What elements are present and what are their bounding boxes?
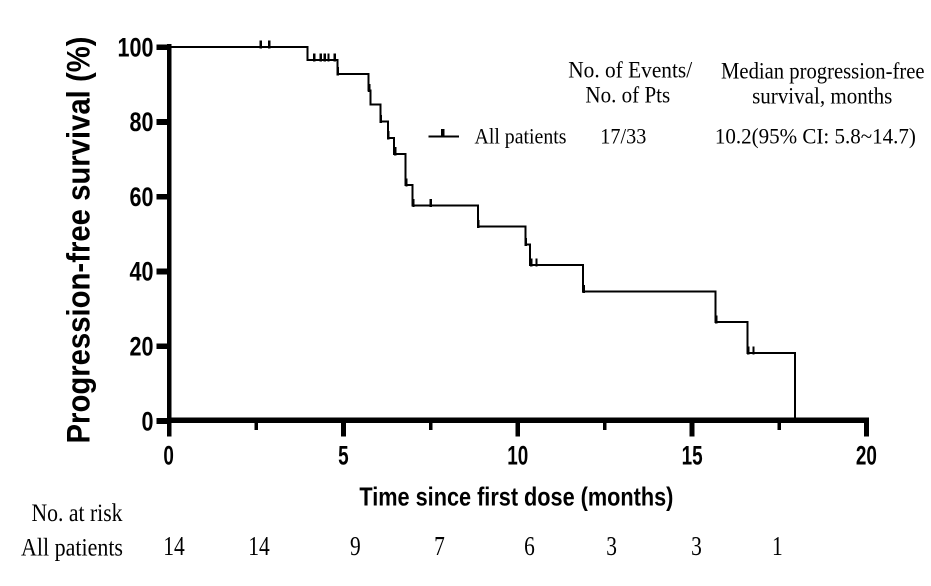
- svg-text:No. at risk: No. at risk: [32, 500, 123, 527]
- svg-text:20: 20: [856, 441, 877, 471]
- svg-text:15: 15: [682, 441, 703, 471]
- svg-text:1: 1: [772, 530, 783, 561]
- svg-text:14: 14: [248, 530, 270, 561]
- svg-text:10.2(95% CI: 5.8~14.7): 10.2(95% CI: 5.8~14.7): [715, 124, 916, 149]
- svg-text:All patients: All patients: [475, 123, 567, 148]
- svg-text:No. of Events/: No. of Events/: [568, 58, 692, 84]
- svg-text:60: 60: [130, 182, 154, 212]
- svg-text:All patients: All patients: [21, 534, 123, 561]
- svg-text:Progression-free survival (%): Progression-free survival (%): [61, 36, 97, 443]
- svg-text:100: 100: [118, 32, 154, 62]
- svg-text:80: 80: [130, 107, 154, 137]
- svg-text:0: 0: [142, 406, 154, 436]
- svg-text:14: 14: [163, 530, 185, 561]
- svg-text:3: 3: [691, 530, 702, 561]
- svg-text:17/33: 17/33: [600, 123, 646, 148]
- svg-text:3: 3: [606, 530, 617, 561]
- svg-text:No. of Pts: No. of Pts: [585, 83, 670, 109]
- svg-text:5: 5: [338, 441, 349, 471]
- svg-text:0: 0: [163, 441, 174, 471]
- svg-text:9: 9: [350, 530, 361, 561]
- svg-text:Median progression-free: Median progression-free: [721, 58, 925, 84]
- svg-text:Time since first dose (months): Time since first dose (months): [359, 482, 673, 512]
- svg-text:20: 20: [130, 332, 154, 362]
- svg-text:40: 40: [130, 257, 154, 287]
- svg-text:10: 10: [507, 441, 528, 471]
- svg-text:6: 6: [524, 530, 535, 561]
- svg-text:7: 7: [434, 530, 445, 561]
- svg-text:survival, months: survival, months: [752, 84, 892, 110]
